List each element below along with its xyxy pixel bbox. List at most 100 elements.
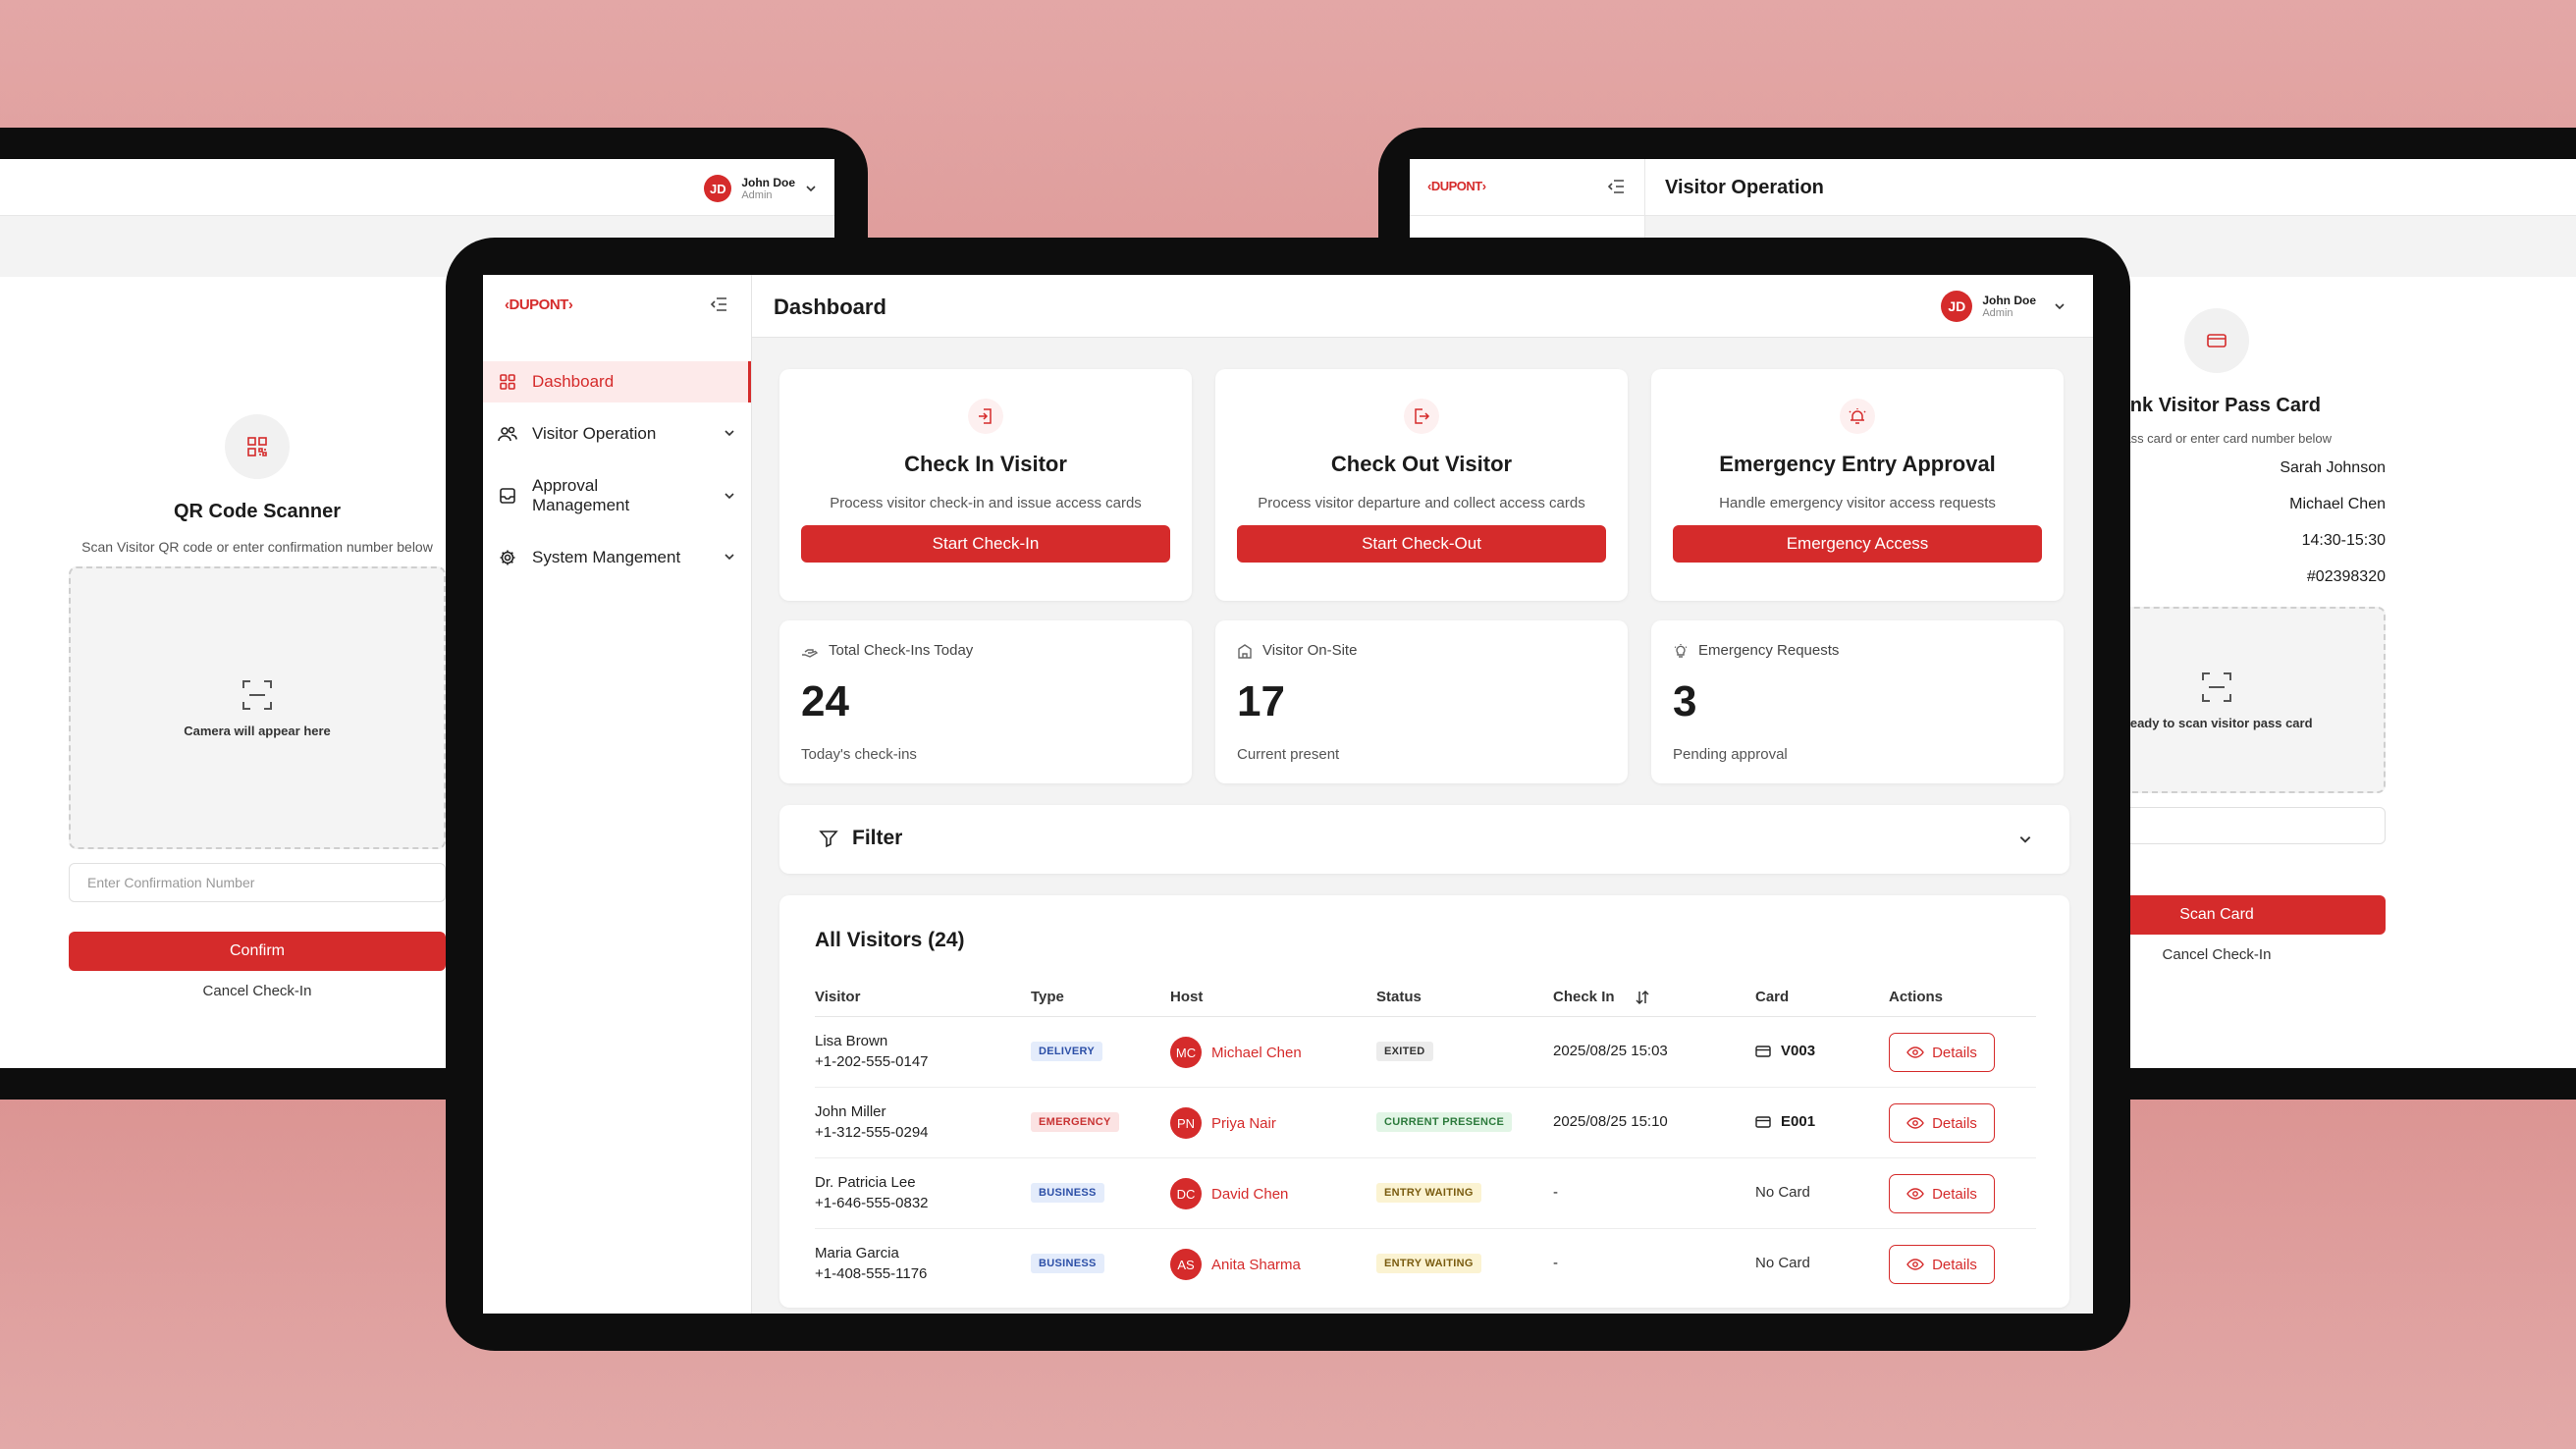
stat-visitor-on-site: Visitor On-Site 17 Current present	[1215, 620, 1628, 783]
table-row: Lisa Brown +1-202-555-0147 DELIVERY MC Mic…	[815, 1017, 2036, 1088]
details-button[interactable]: Details	[1889, 1103, 1995, 1143]
card-icon	[1755, 1045, 1771, 1057]
scan-frame-icon	[241, 678, 274, 712]
card-title: Check Out Visitor	[1330, 452, 1513, 476]
grid-icon	[497, 373, 518, 391]
login-icon	[968, 399, 1003, 434]
stat-value: 24	[801, 677, 849, 725]
sidebar-item-approval-management[interactable]: Approval Management	[483, 465, 751, 526]
column-header-card: Card	[1755, 989, 1790, 1005]
right-sidebar-header: ‹ DUPONT ›	[1410, 159, 1644, 216]
check-out-card: Check Out Visitor Process visitor depart…	[1215, 369, 1628, 601]
sidebar-item-label: Approval Management	[532, 476, 630, 514]
card-id: V003	[1781, 1043, 1816, 1059]
chevron-down-icon	[2054, 300, 2066, 312]
topbar: Dashboard JD John Doe Admin	[752, 275, 2093, 338]
card-title: Emergency Entry Approval	[1719, 452, 1996, 476]
card-subtitle: Process visitor departure and collect ac…	[1258, 495, 1585, 511]
emergency-approval-card: Emergency Entry Approval Handle emergenc…	[1651, 369, 2064, 601]
start-check-out-button[interactable]: Start Check-Out	[1237, 525, 1606, 563]
dupont-logo: ‹ DUPONT ›	[1427, 179, 1486, 193]
confirmation-number-input[interactable]: Enter Confirmation Number	[69, 863, 446, 902]
sidebar-collapse-icon[interactable]	[1607, 179, 1625, 194]
chevron-down-icon	[724, 490, 735, 502]
card-subtitle: Handle emergency visitor access requests	[1719, 495, 1996, 511]
stat-footnote: Today's check-ins	[801, 746, 917, 763]
sidebar-item-system-management[interactable]: System Mangement	[483, 537, 751, 578]
type-badge: BUSINESS	[1031, 1183, 1104, 1203]
column-header-visitor: Visitor	[815, 989, 861, 1005]
link-card-title: Link Visitor Pass Card	[2113, 395, 2321, 416]
status-badge: ENTRY WAITING	[1376, 1183, 1481, 1203]
qr-scanner-panel: QR Code Scanner Scan Visitor QR code or …	[69, 414, 446, 999]
stat-footnote: Pending approval	[1673, 746, 1788, 763]
qr-scanner-title: QR Code Scanner	[173, 501, 342, 522]
stat-emergency-requests: Emergency Requests 3 Pending approval	[1651, 620, 2064, 783]
confirmation-number: #02398320	[2306, 568, 2386, 585]
host-link[interactable]: David Chen	[1211, 1185, 1289, 1203]
eye-icon	[1906, 1188, 1924, 1200]
qr-code-icon	[225, 414, 290, 479]
start-check-in-button[interactable]: Start Check-In	[801, 525, 1170, 563]
sidebar: ‹ DUPONT › Dashboard Visitor Operation App…	[483, 275, 752, 1314]
check-in-card: Check In Visitor Process visitor check-i…	[779, 369, 1192, 601]
visitor-name: Maria Garcia	[815, 1245, 899, 1261]
cancel-check-in-link[interactable]: Cancel Check-In	[2162, 946, 2272, 963]
user-name: John Doe	[1982, 294, 2036, 307]
camera-placeholder: Camera will appear here	[184, 723, 331, 738]
page-title: Visitor Operation	[1665, 177, 1824, 198]
confirm-button[interactable]: Confirm	[69, 932, 446, 971]
logout-icon	[1404, 399, 1439, 434]
visitors-table: Visitor Type Host Status Check In Card A…	[815, 980, 2036, 1300]
chevron-down-icon	[805, 183, 817, 194]
stat-label: Total Check-Ins Today	[829, 642, 974, 659]
sidebar-item-label: System Mangement	[532, 548, 681, 566]
emergency-access-button[interactable]: Emergency Access	[1673, 525, 2042, 563]
details-button[interactable]: Details	[1889, 1245, 1995, 1284]
stat-total-check-ins: Total Check-Ins Today 24 Today's check-i…	[779, 620, 1192, 783]
check-in-time: -	[1553, 1184, 1558, 1201]
left-user-menu[interactable]: JD John Doe Admin	[704, 175, 817, 202]
details-button[interactable]: Details	[1889, 1174, 1995, 1213]
type-badge: EMERGENCY	[1031, 1112, 1119, 1132]
column-header-label: Check In	[1553, 989, 1615, 1005]
chevron-down-icon	[724, 427, 735, 439]
stat-footnote: Current present	[1237, 746, 1340, 763]
host-link[interactable]: Michael Chen	[1211, 1044, 1302, 1061]
status-badge: CURRENT PRESENCE	[1376, 1112, 1513, 1132]
filter-label: Filter	[852, 827, 903, 849]
details-button[interactable]: Details	[1889, 1033, 1995, 1072]
sidebar-item-dashboard[interactable]: Dashboard	[483, 361, 751, 402]
visitor-details: Sarah Johnson Michael Chen 14:30-15:30 #…	[2048, 450, 2386, 595]
bulb-icon	[1673, 643, 1689, 659]
column-header-check-in[interactable]: Check In	[1553, 989, 1650, 1005]
stat-value: 17	[1237, 677, 1285, 725]
avatar: JD	[704, 175, 732, 202]
chevron-down-icon[interactable]	[2018, 832, 2032, 846]
camera-preview[interactable]: Camera will appear here	[69, 566, 446, 849]
filter-panel[interactable]: Filter	[779, 805, 2069, 874]
credit-card-icon	[2184, 308, 2249, 373]
details-label: Details	[1932, 1256, 1977, 1273]
sidebar-collapse-icon[interactable]	[710, 296, 727, 312]
details-label: Details	[1932, 1044, 1977, 1061]
column-header-type: Type	[1031, 989, 1064, 1005]
sidebar-item-visitor-operation[interactable]: Visitor Operation	[483, 413, 751, 455]
host-avatar: DC	[1170, 1178, 1202, 1209]
card-id: E001	[1781, 1113, 1816, 1130]
cancel-check-in-link[interactable]: Cancel Check-In	[202, 983, 312, 999]
user-menu[interactable]: JD John Doe Admin	[1941, 291, 2066, 322]
users-icon	[497, 425, 518, 443]
left-topbar: JD John Doe Admin	[0, 159, 834, 216]
gear-icon	[497, 549, 518, 566]
card-id: No Card	[1755, 1184, 1810, 1201]
column-header-actions: Actions	[1889, 989, 1944, 1005]
sort-icon[interactable]	[1635, 990, 1650, 1005]
eye-icon	[1906, 1117, 1924, 1129]
host-link[interactable]: Anita Sharma	[1211, 1256, 1301, 1273]
main-content: Check In Visitor Process visitor check-i…	[752, 338, 2093, 1314]
sidebar-nav: Dashboard Visitor Operation Approval Man…	[483, 361, 751, 589]
host-link[interactable]: Priya Nair	[1211, 1114, 1276, 1132]
status-badge: EXITED	[1376, 1042, 1433, 1061]
details-label: Details	[1932, 1114, 1977, 1132]
